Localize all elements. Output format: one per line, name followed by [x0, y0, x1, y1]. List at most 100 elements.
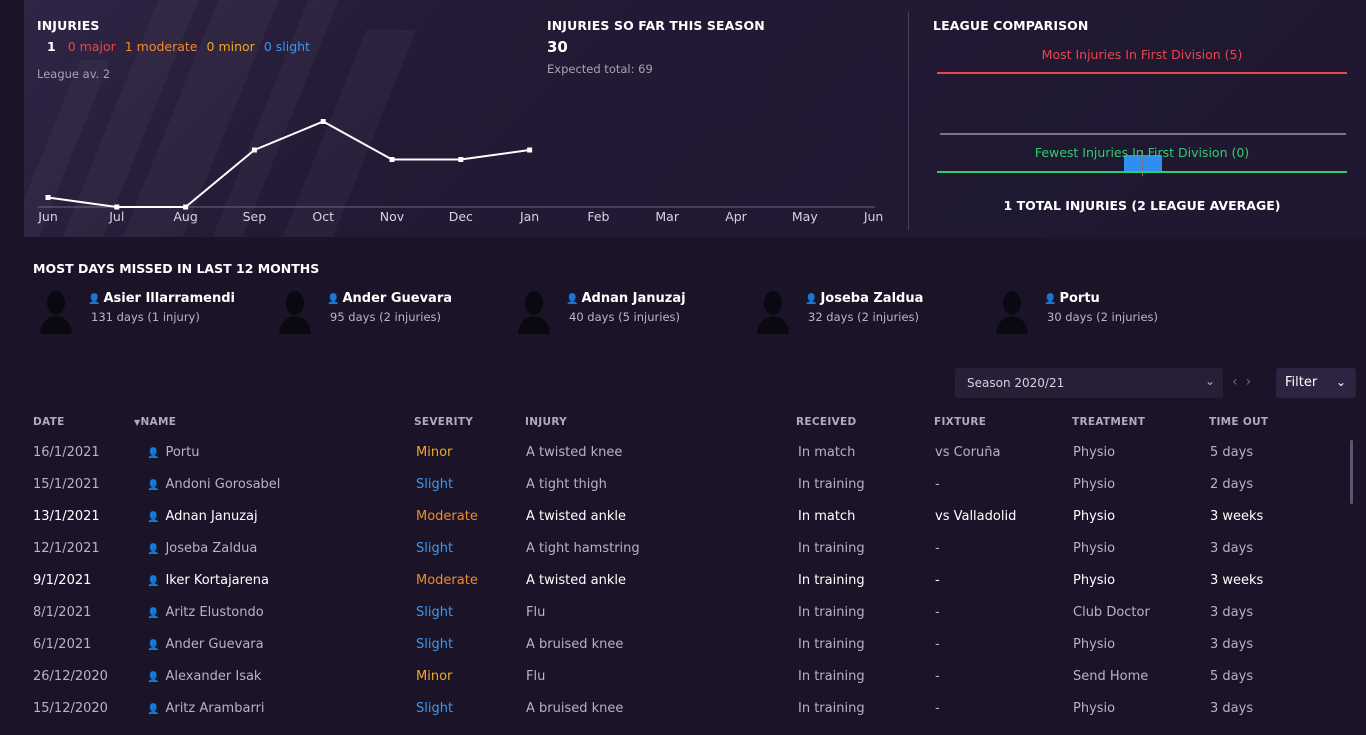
data-point[interactable]: [320, 119, 326, 124]
cell-timeout: 3 weeks: [1210, 509, 1264, 524]
column-header-fixture[interactable]: FIXTURE: [934, 416, 987, 428]
missed-player-name[interactable]: 👤 Asier Illarramendi: [88, 291, 235, 306]
cell-timeout: 3 days: [1210, 637, 1254, 652]
data-point[interactable]: [527, 147, 533, 153]
data-point[interactable]: [183, 204, 189, 210]
missed-player-days: 32 days (2 injuries): [808, 310, 919, 324]
club-marker: [1124, 155, 1162, 171]
column-header-date[interactable]: DATE: [33, 416, 65, 428]
x-tick-label: Apr: [725, 209, 747, 224]
cell-received: In training: [798, 477, 865, 492]
cell-date: 16/1/2021: [33, 445, 100, 460]
table-row[interactable]: 6/1/2021 👤 Ander Guevara Slight A bruised kn…: [24, 629, 1346, 661]
column-header-timeout[interactable]: TIME OUT: [1209, 416, 1269, 428]
missed-player-card[interactable]: 👤 Portu 30 days (2 injuries): [992, 288, 1222, 334]
missed-player-card[interactable]: 👤 Asier Illarramendi 131 days (1 injury): [36, 288, 266, 334]
most-injuries-line: [937, 72, 1347, 74]
cell-name[interactable]: 👤 Andoni Gorosabel: [147, 477, 281, 492]
column-header-severity[interactable]: SEVERITY: [414, 416, 474, 428]
cell-timeout: 3 days: [1210, 701, 1254, 716]
cell-name[interactable]: 👤 Joseba Zaldua: [147, 541, 258, 556]
minor-count[interactable]: 0 minor: [206, 39, 255, 54]
cell-name[interactable]: 👤 Aritz Arambarri: [147, 701, 265, 716]
cell-name[interactable]: 👤 Portu: [147, 445, 200, 460]
season-nav[interactable]: ‹›: [1224, 368, 1270, 398]
data-point[interactable]: [45, 195, 51, 200]
x-tick-label: Jun: [37, 209, 58, 224]
cell-name[interactable]: 👤 Iker Kortajarena: [147, 573, 269, 588]
cell-treatment: Physio: [1073, 477, 1116, 492]
column-header-injury[interactable]: INJURY: [525, 416, 568, 428]
x-tick-label: Sep: [243, 209, 267, 224]
person-icon: 👤: [147, 608, 160, 619]
cell-received: In match: [798, 445, 856, 460]
table-row[interactable]: 8/1/2021 👤 Aritz Elustondo Slight Flu In trai…: [24, 597, 1346, 629]
cell-name[interactable]: 👤 Ander Guevara: [147, 637, 264, 652]
table-row[interactable]: 9/1/2021 👤 Iker Kortajarena Moderate A twist…: [24, 565, 1346, 597]
data-point[interactable]: [458, 157, 464, 162]
slight-count[interactable]: 0 slight: [263, 39, 310, 54]
filter-button[interactable]: Filter ⌄: [1276, 368, 1356, 398]
missed-player-card[interactable]: 👤 Joseba Zaldua 32 days (2 injuries): [753, 288, 983, 334]
moderate-count[interactable]: 1 moderate: [124, 39, 198, 54]
data-point[interactable]: [251, 147, 257, 153]
cell-received: In training: [798, 637, 865, 652]
column-header-treatment[interactable]: TREATMENT: [1072, 416, 1146, 428]
x-tick-label: Nov: [380, 209, 405, 224]
table-scrollbar[interactable]: [1350, 440, 1353, 504]
cell-name[interactable]: 👤 Adnan Januzaj: [147, 509, 258, 524]
cell-fixture: -: [935, 573, 940, 588]
cell-timeout: 3 days: [1210, 541, 1254, 556]
cell-timeout: 5 days: [1210, 669, 1254, 684]
table-row[interactable]: 12/1/2021 👤 Joseba Zaldua Slight A tight ham…: [24, 533, 1346, 565]
cell-severity: Slight: [416, 701, 454, 716]
x-tick-label: Mar: [655, 209, 679, 224]
table-row[interactable]: 26/12/2020 👤 Alexander Isak Minor Flu In trai…: [24, 661, 1346, 693]
cell-severity: Moderate: [416, 573, 478, 588]
x-tick-label: Jul: [108, 209, 124, 224]
table-row[interactable]: 15/1/2021 👤 Andoni Gorosabel Slight A tight …: [24, 469, 1346, 501]
table-row[interactable]: 15/12/2020 👤 Aritz Arambarri Slight A bruise…: [24, 693, 1346, 725]
season-injury-count: 30: [547, 38, 568, 56]
person-icon: 👤: [147, 480, 160, 491]
missed-player-card[interactable]: 👤 Ander Guevara 95 days (2 injuries): [275, 288, 505, 334]
chevron-right-icon[interactable]: ›: [1245, 374, 1260, 390]
cell-fixture: -: [935, 605, 940, 620]
missed-player-days: 95 days (2 injuries): [330, 310, 441, 324]
person-icon: 👤: [147, 704, 160, 715]
missed-player-days: 131 days (1 injury): [91, 310, 200, 324]
cell-fixture: vs Valladolid: [935, 509, 1017, 524]
missed-player-name[interactable]: 👤 Adnan Januzaj: [566, 291, 686, 306]
filter-label: Filter: [1285, 375, 1318, 390]
injury-series-line: [47, 120, 530, 208]
cell-received: In training: [798, 605, 865, 620]
missed-player-name[interactable]: 👤 Portu: [1044, 291, 1100, 306]
cell-treatment: Physio: [1073, 573, 1116, 588]
cell-injury: A twisted knee: [526, 445, 623, 460]
table-row[interactable]: 16/1/2021 👤 Portu Minor A twisted knee In mat…: [24, 437, 1346, 469]
person-icon: 👤: [147, 544, 160, 555]
cell-injury: A bruised knee: [526, 701, 624, 716]
cell-name[interactable]: 👤 Alexander Isak: [147, 669, 262, 684]
chevron-left-icon[interactable]: ‹: [1232, 374, 1246, 390]
cell-treatment: Physio: [1073, 509, 1116, 524]
major-count[interactable]: 0 major: [67, 39, 116, 54]
player-silhouette-icon: [996, 291, 1028, 334]
column-header-received[interactable]: RECEIVED: [796, 416, 857, 428]
missed-player-card[interactable]: 👤 Adnan Januzaj 40 days (5 injuries): [514, 288, 744, 334]
season-dropdown[interactable]: Season 2020/21 ⌄: [955, 368, 1223, 398]
data-point[interactable]: [114, 204, 120, 210]
cell-date: 26/12/2020: [33, 669, 108, 684]
cell-name[interactable]: 👤 Aritz Elustondo: [147, 605, 264, 620]
missed-player-name[interactable]: 👤 Joseba Zaldua: [805, 291, 924, 306]
person-icon: 👤: [147, 512, 160, 523]
table-row[interactable]: 13/1/2021 👤 Adnan Januzaj Moderate A twisted…: [24, 501, 1346, 533]
person-icon: 👤: [147, 640, 160, 651]
missed-player-name[interactable]: 👤 Ander Guevara: [327, 291, 453, 306]
data-point[interactable]: [389, 157, 395, 162]
injury-total: 1: [47, 39, 56, 54]
cell-received: In training: [798, 669, 865, 684]
cell-injury: A bruised knee: [526, 637, 624, 652]
column-header-name[interactable]: ▼NAME: [134, 416, 177, 428]
person-icon: 👤: [147, 448, 160, 459]
